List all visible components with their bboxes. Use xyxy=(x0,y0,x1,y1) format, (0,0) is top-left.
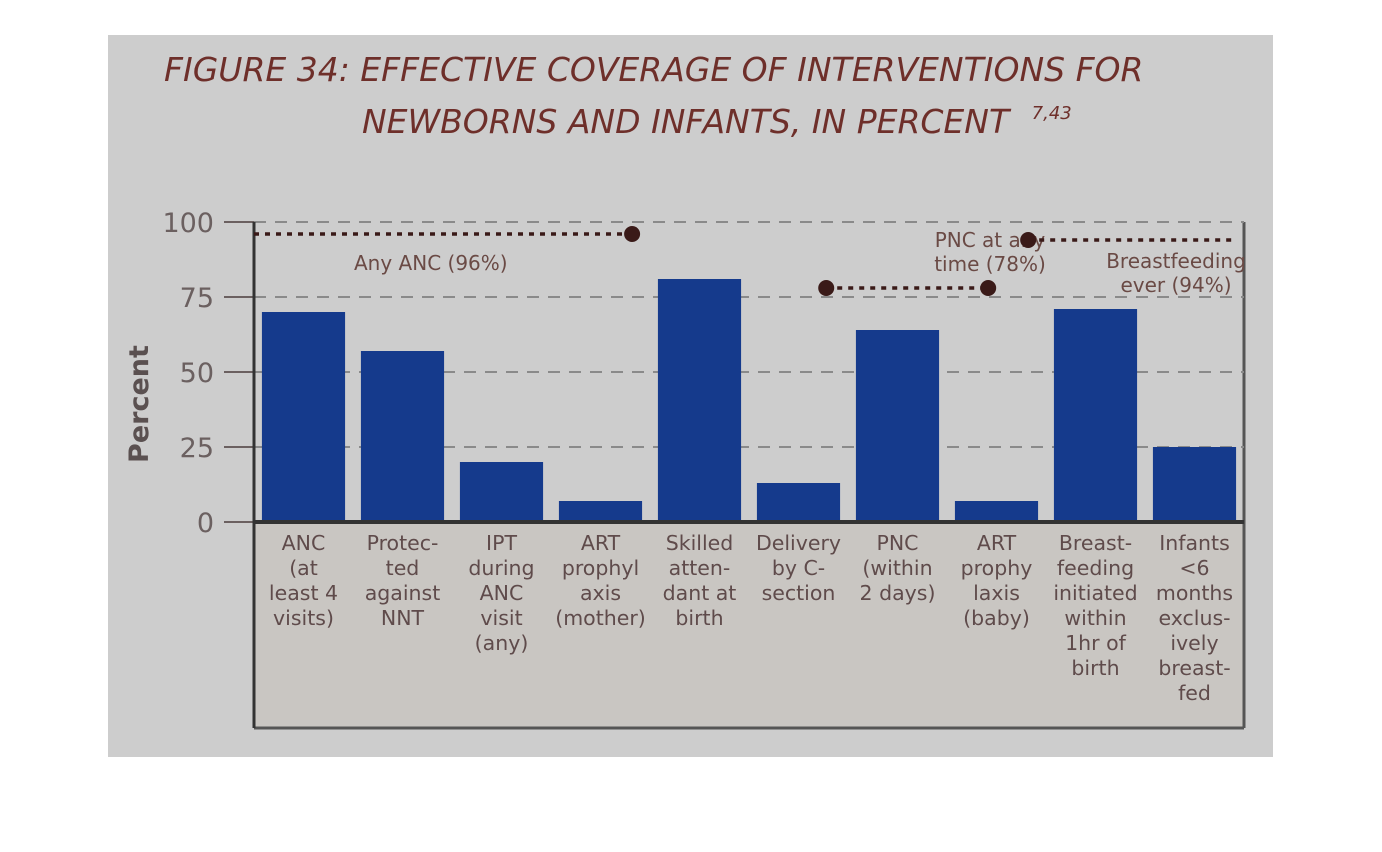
reference-marker-1-start xyxy=(818,280,835,296)
bar-2 xyxy=(459,462,544,522)
bar-chart: FIGURE 34: EFFECTIVE COVERAGE OF INTERVE… xyxy=(124,50,1246,730)
figure-panel: FIGURE 34: EFFECTIVE COVERAGE OF INTERVE… xyxy=(108,35,1273,757)
x-category-label-8: Breast-feeding initiated within 1hr of birth xyxy=(1053,531,1137,680)
y-tick-label-0: 0 xyxy=(197,508,214,539)
bar-6 xyxy=(855,330,940,522)
bar-7 xyxy=(954,501,1039,522)
reference-marker-1-end xyxy=(980,280,997,296)
reference-marker-2-start xyxy=(1020,232,1037,248)
y-tick-label-25: 25 xyxy=(180,433,214,464)
x-category-label-7: ART prophy laxis (baby) xyxy=(961,531,1033,630)
x-category-label-4: Skilled atten-dant at birth xyxy=(663,531,737,630)
plot-area: 0 25 50 75 100 Percent ANC (at least 4 visits) Pro… xyxy=(124,208,1246,730)
bar-3 xyxy=(558,501,643,522)
reference-label-2: Breastfeeding ever (94%) xyxy=(1106,249,1246,297)
reference-marker-0-end xyxy=(624,226,641,242)
bar-9 xyxy=(1152,447,1237,522)
x-category-label-9: Infants <6 months exclus-ively breast-fed xyxy=(1156,531,1233,705)
bar-5 xyxy=(756,483,841,522)
reference-label-0: Any ANC (96%) xyxy=(354,251,508,275)
bar-0 xyxy=(261,312,346,522)
x-category-label-6: PNC (within 2 days) xyxy=(860,531,936,605)
bar-4 xyxy=(657,279,742,522)
x-category-label-2: IPT during ANC visit (any) xyxy=(468,531,534,655)
chart-title-line-1: FIGURE 34: EFFECTIVE COVERAGE OF INTERVE… xyxy=(164,50,1143,89)
y-tick-label-100: 100 xyxy=(162,208,214,239)
y-tick-label-50: 50 xyxy=(180,358,214,389)
chart-title-superscript: 7,43 xyxy=(1032,103,1072,124)
chart-title-line-2-text: NEWBORNS AND INFANTS, IN PERCENT xyxy=(362,102,1012,141)
x-category-label-0: ANC (at least 4 visits) xyxy=(269,531,338,630)
y-tick-label-75: 75 xyxy=(180,283,214,314)
x-category-label-3: ART prophyl axis (mother) xyxy=(555,531,646,630)
y-axis-title: Percent xyxy=(124,345,155,463)
bar-8 xyxy=(1053,309,1138,522)
category-label-region xyxy=(254,522,1244,728)
x-category-label-1: Protec-ted against NNT xyxy=(365,531,441,630)
x-category-label-5: Delivery by C-section xyxy=(756,531,841,605)
chart-title-line-2: NEWBORNS AND INFANTS, IN PERCENT 7,43 xyxy=(362,102,1072,141)
bar-1 xyxy=(360,351,445,522)
